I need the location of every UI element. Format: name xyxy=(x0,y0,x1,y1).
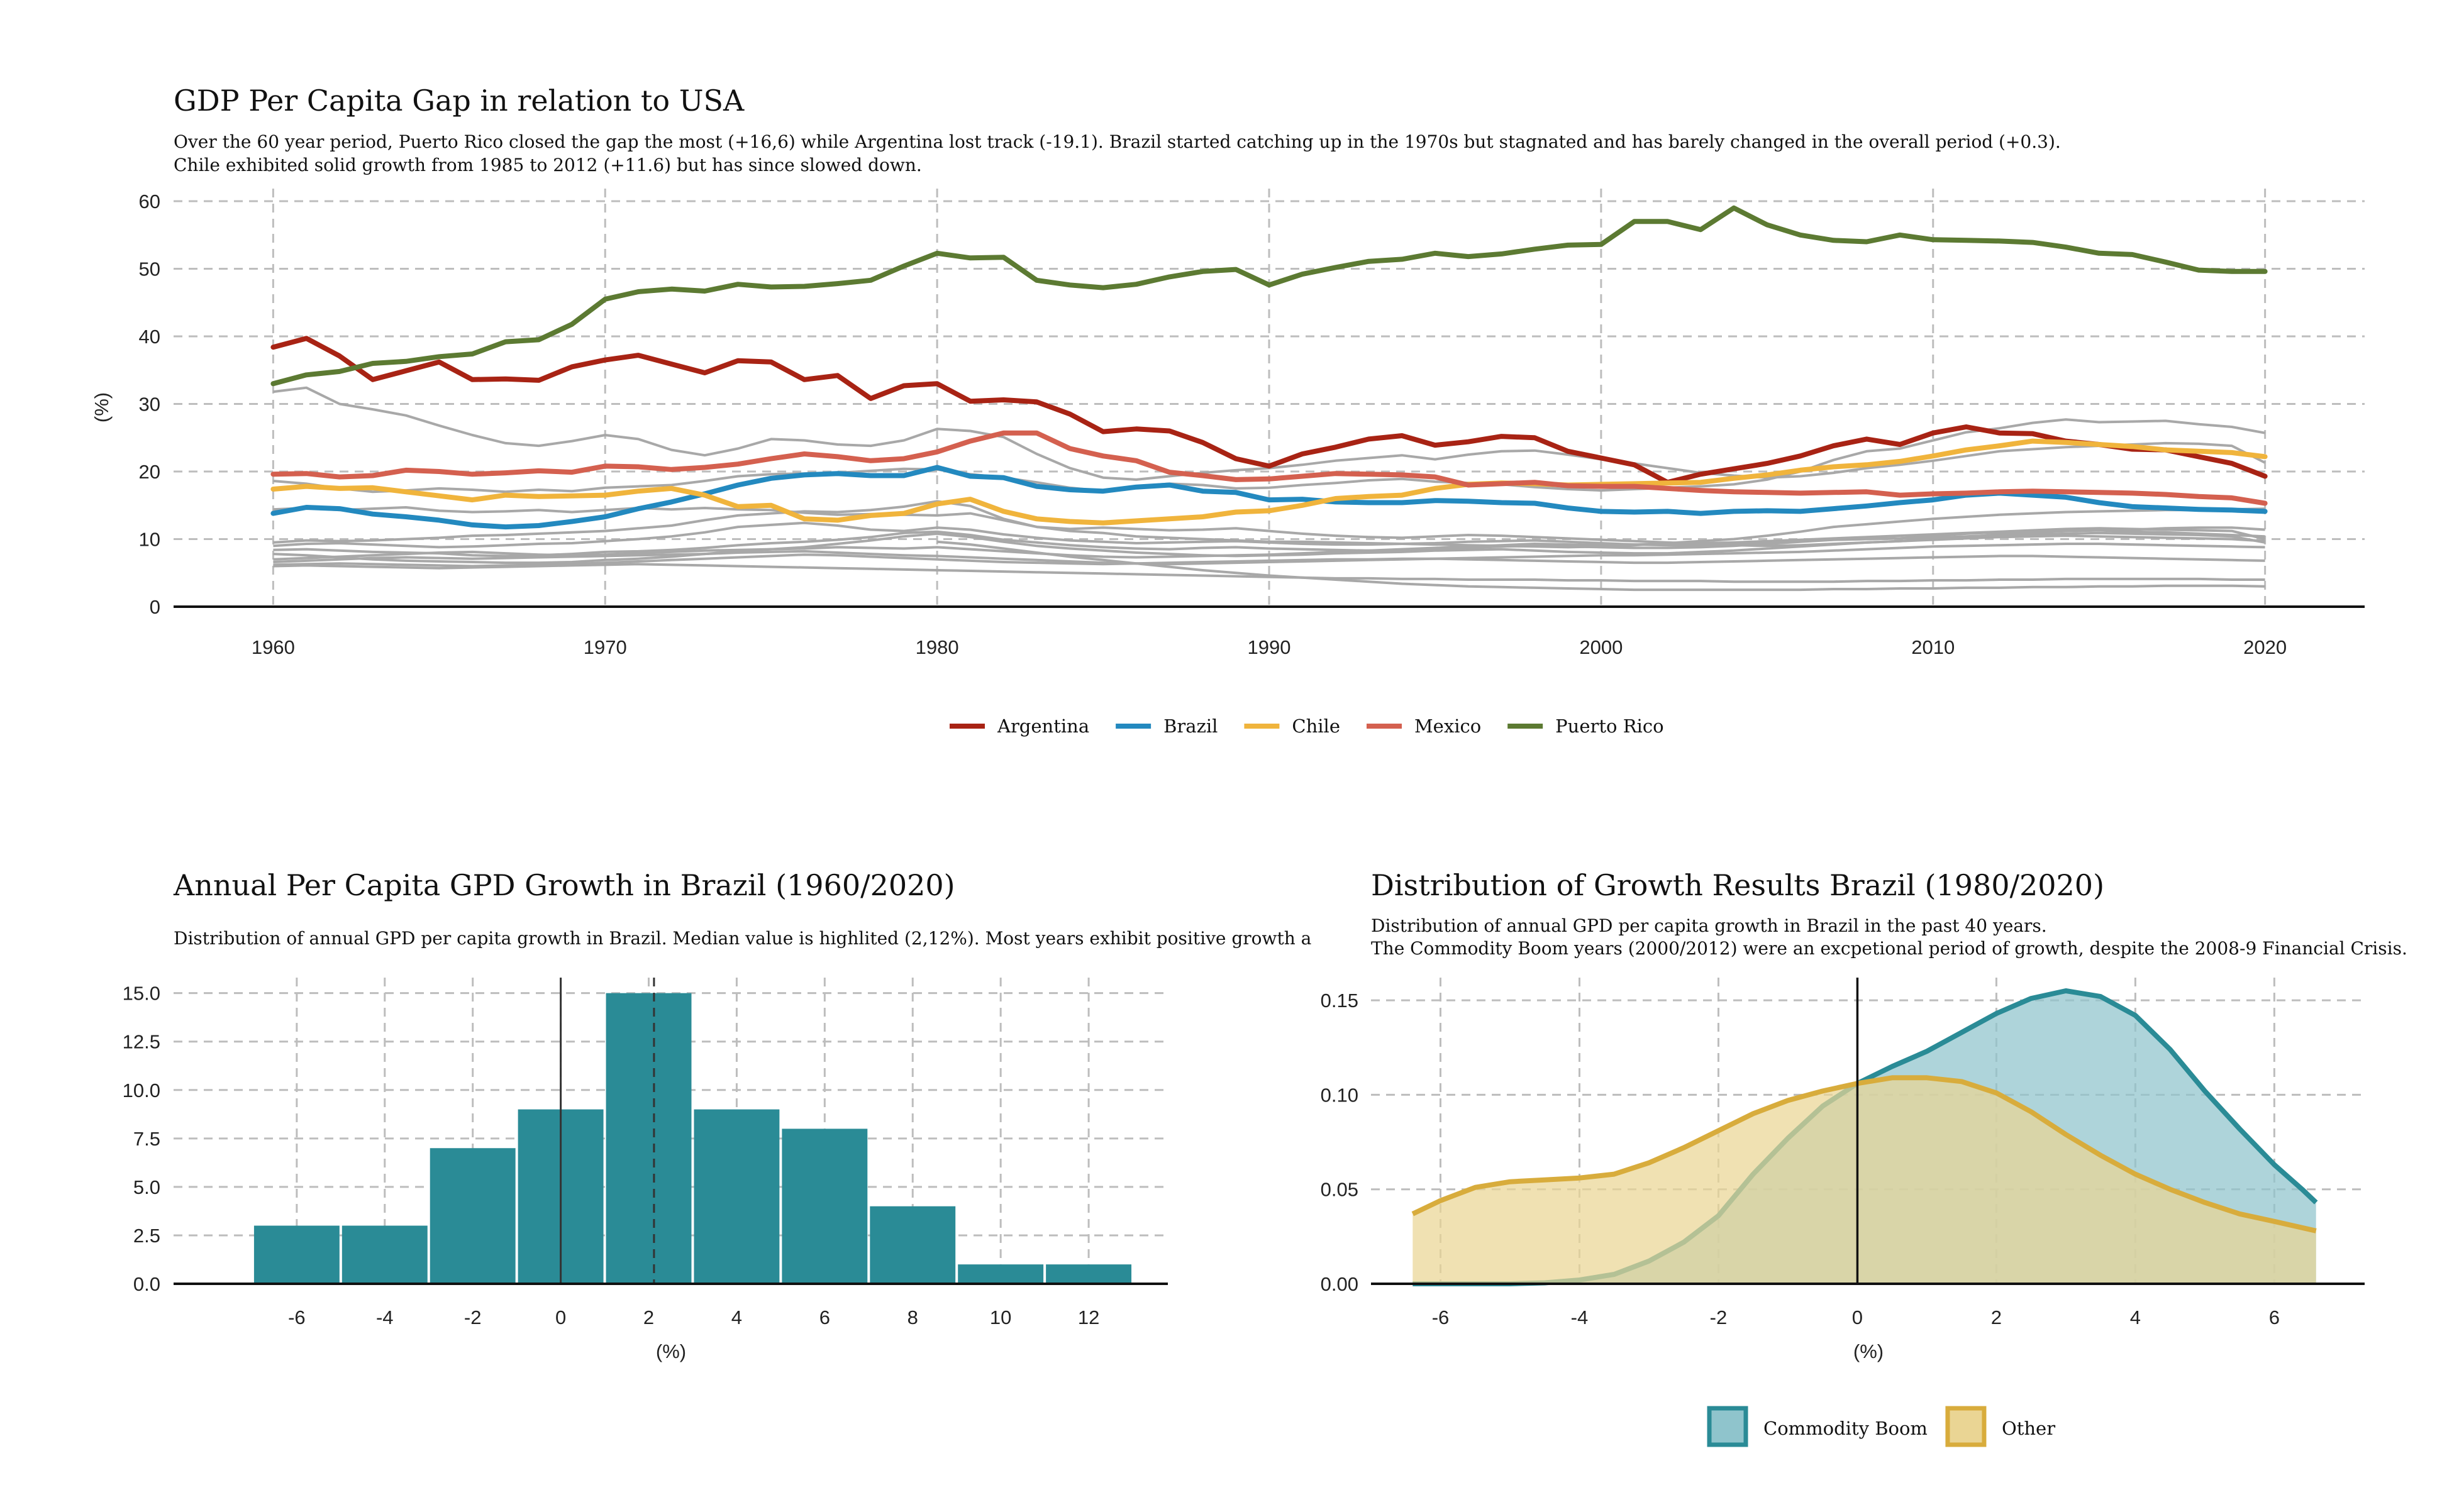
y-tick-label: 12.5 xyxy=(123,1031,160,1053)
x-tick-label: 1990 xyxy=(1248,636,1291,658)
y-tick-label: 5.0 xyxy=(133,1176,160,1198)
legend-label-commodity-boom: Commodity Boom xyxy=(1763,1418,1928,1439)
background-series-line xyxy=(273,418,2265,494)
histogram-bar xyxy=(694,1109,780,1284)
y-tick-label: 15.0 xyxy=(123,983,160,1005)
chart-subtitle: Distribution of annual GPD per capita gr… xyxy=(174,928,1311,949)
x-tick-label: 1980 xyxy=(916,636,959,658)
density-area-other xyxy=(1412,1078,2316,1284)
background-series xyxy=(273,386,2266,592)
series-line-puerto-rico xyxy=(270,205,2268,387)
y-tick-label: 2.5 xyxy=(133,1225,160,1247)
growth-histogram: Annual Per Capita GPD Growth in Brazil (… xyxy=(123,868,1312,1362)
y-tick-label: 7.5 xyxy=(133,1128,160,1150)
histogram-bar xyxy=(253,1225,340,1284)
x-tick-label: -4 xyxy=(1571,1306,1589,1328)
histogram-bar xyxy=(870,1206,956,1284)
gdp-gap-line-chart: GDP Per Capita Gap in relation to USA Ov… xyxy=(91,84,2365,737)
x-tick-label: 0 xyxy=(1852,1306,1863,1328)
series-line-chile xyxy=(270,438,2268,526)
y-tick-label: 10.0 xyxy=(123,1079,160,1101)
x-tick-label: 4 xyxy=(731,1306,742,1328)
axes: 0 10 20 30 40 50 60 1960 1970 1980 1990 2000 2010 202… xyxy=(139,190,2365,658)
background-series-line xyxy=(273,530,2265,558)
legend: Commodity Boom Other xyxy=(1707,1406,2055,1447)
x-tick-label: 2000 xyxy=(1579,636,1623,658)
legend-label-chile: Chile xyxy=(1292,715,1340,737)
legend-label-argentina: Argentina xyxy=(997,715,1089,737)
background-series-line xyxy=(273,553,2265,568)
density-areas xyxy=(1411,988,2318,1286)
growth-density-chart: Distribution of Growth Results Brazil (1… xyxy=(1321,868,2407,1447)
x-tick-label: 2 xyxy=(643,1306,654,1328)
chart-subtitle-line-1: Distribution of annual GPD per capita gr… xyxy=(1371,915,2047,936)
legend-key-commodity-boom xyxy=(1707,1406,1748,1447)
y-tick-label: 30 xyxy=(139,394,160,416)
y-tick-label: 40 xyxy=(139,326,160,348)
y-tick-label: 20 xyxy=(139,461,160,483)
chart-title-gdp-gap: GDP Per Capita Gap in relation to USA xyxy=(174,84,745,118)
x-tick-label: 6 xyxy=(819,1306,830,1328)
legend-label-puerto-rico: Puerto Rico xyxy=(1555,715,1663,737)
y-tick-label: 10 xyxy=(139,529,160,551)
x-tick-label: -2 xyxy=(464,1306,482,1328)
chart-title-histogram: Annual Per Capita GPD Growth in Brazil (… xyxy=(173,868,955,902)
legend-label-brazil: Brazil xyxy=(1163,715,1218,737)
histogram-bar xyxy=(430,1148,516,1284)
x-axis-label: (%) xyxy=(656,1340,686,1362)
chart-subtitle-line-2: The Commodity Boom years (2000/2012) wer… xyxy=(1371,938,2407,959)
y-tick-label: 0 xyxy=(150,596,160,618)
histogram-bar xyxy=(958,1264,1044,1284)
x-tick-label: 6 xyxy=(2269,1306,2280,1328)
x-tick-label: -4 xyxy=(376,1306,394,1328)
x-tick-label: 1960 xyxy=(252,636,295,658)
series-line-brazil xyxy=(270,465,2268,530)
x-tick-label: 2010 xyxy=(1911,636,1955,658)
y-axis-label: (%) xyxy=(91,392,113,422)
x-tick-label: 12 xyxy=(1078,1306,1099,1328)
x-tick-label: 8 xyxy=(907,1306,918,1328)
histogram-bar xyxy=(1046,1264,1132,1284)
background-series-line xyxy=(273,543,2265,566)
x-tick-label: 2 xyxy=(1991,1306,2002,1328)
axes: 0.0 2.5 5.0 7.5 10.0 12.5 15.0 -6 -4 -2 0 2 4 6 8 10 12 xyxy=(123,978,1168,1328)
background-series-line xyxy=(936,540,2265,592)
y-tick-label: 0.15 xyxy=(1321,990,1358,1012)
highlight-series xyxy=(270,205,2268,530)
x-tick-label: -6 xyxy=(288,1306,306,1328)
y-tick-label: 0.0 xyxy=(133,1273,160,1295)
background-series-line xyxy=(273,521,2265,549)
x-axis-label: (%) xyxy=(1853,1340,1884,1362)
x-tick-label: 0 xyxy=(555,1306,566,1328)
x-tick-label: 1970 xyxy=(584,636,627,658)
y-tick-label: 60 xyxy=(139,190,160,212)
axes: 0.00 0.05 0.10 0.15 -6 -4 -2 0 2 4 6 xyxy=(1321,978,2365,1328)
y-tick-label: 0.00 xyxy=(1321,1273,1358,1295)
legend-label-mexico: Mexico xyxy=(1414,715,1481,737)
x-tick-label: -6 xyxy=(1432,1306,1450,1328)
legend: Argentina Brazil Chile Mexico Puerto Rico xyxy=(950,715,1664,737)
series-line-argentina xyxy=(270,336,2268,485)
x-tick-label: 10 xyxy=(990,1306,1011,1328)
x-tick-label: 4 xyxy=(2130,1306,2141,1328)
background-series-line xyxy=(273,527,2266,561)
x-tick-label: -2 xyxy=(1710,1306,1728,1328)
legend-label-other: Other xyxy=(2002,1418,2055,1439)
legend-key-other xyxy=(1945,1406,1987,1447)
chart-subtitle-line-2: Chile exhibited solid growth from 1985 t… xyxy=(174,155,922,175)
histogram-bar xyxy=(606,993,692,1284)
series-line-mexico xyxy=(270,430,2268,506)
x-tick-label: 2020 xyxy=(2243,636,2287,658)
histogram-bar xyxy=(341,1225,428,1284)
chart-subtitle-line-1: Over the 60 year period, Puerto Rico clo… xyxy=(174,131,2061,152)
y-tick-label: 50 xyxy=(139,258,160,280)
histogram-bar xyxy=(782,1128,868,1284)
background-series-line xyxy=(273,563,2265,583)
y-tick-label: 0.05 xyxy=(1321,1179,1358,1201)
chart-title-density: Distribution of Growth Results Brazil (1… xyxy=(1371,868,2104,902)
y-tick-label: 0.10 xyxy=(1321,1084,1358,1106)
